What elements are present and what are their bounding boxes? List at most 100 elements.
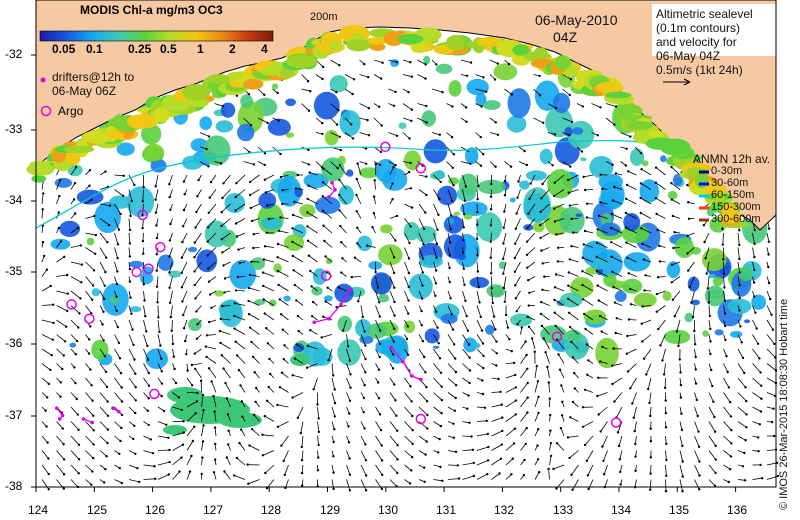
- chl-patch: [507, 88, 531, 119]
- velocity-arrow-head: [291, 227, 294, 230]
- velocity-arrow-head: [489, 208, 493, 211]
- velocity-arrow-head: [305, 366, 309, 369]
- chl-patch: [277, 175, 302, 207]
- velocity-arrow-head: [364, 443, 367, 446]
- velocity-arrow: [41, 435, 48, 443]
- velocity-arrow-head: [102, 339, 105, 342]
- velocity-arrow-head: [365, 162, 368, 165]
- velocity-arrow: [251, 218, 260, 222]
- velocity-arrow-head: [738, 309, 741, 312]
- chl-patch: [559, 206, 585, 234]
- velocity-arrow: [433, 261, 437, 271]
- velocity-arrow-head: [374, 270, 377, 274]
- velocity-arrow-head: [394, 399, 397, 402]
- velocity-arrow-head: [44, 409, 47, 412]
- chl-patch: [621, 278, 643, 294]
- velocity-arrow: [433, 218, 438, 230]
- velocity-arrow-head: [625, 147, 628, 150]
- velocity-arrow-head: [464, 299, 467, 302]
- velocity-arrow-head: [172, 355, 176, 358]
- velocity-arrow-head: [197, 178, 200, 182]
- velocity-arrow-head: [538, 94, 542, 97]
- velocity-arrow: [360, 479, 367, 491]
- velocity-arrow-head: [421, 257, 425, 260]
- velocity-arrow-head: [441, 90, 444, 94]
- velocity-arrow-head: [117, 341, 121, 345]
- velocity-arrow: [447, 363, 457, 373]
- velocity-arrow-head: [396, 429, 399, 432]
- velocity-arrow-head: [440, 398, 444, 402]
- velocity-arrow-head: [468, 381, 471, 385]
- velocity-arrow-head: [45, 425, 48, 428]
- velocity-arrow: [655, 182, 666, 190]
- velocity-arrow: [182, 232, 188, 243]
- velocity-arrow: [417, 117, 427, 123]
- velocity-arrow-head: [522, 474, 526, 477]
- velocity-arrow-head: [693, 329, 696, 333]
- velocity-arrow-head: [489, 195, 493, 198]
- velocity-arrow: [221, 355, 231, 364]
- velocity-arrow: [344, 74, 355, 80]
- velocity-arrow-head: [355, 177, 358, 181]
- velocity-arrow: [331, 392, 336, 404]
- velocity-arrow: [277, 256, 289, 263]
- velocity-arrow-head: [597, 299, 600, 302]
- drifters-note: drifters@12h to 06-May 06Z: [52, 70, 134, 98]
- velocity-arrow: [346, 348, 351, 361]
- chl-patch: [116, 142, 135, 156]
- velocity-arrow-head: [619, 470, 622, 474]
- velocity-arrow-head: [540, 197, 543, 200]
- velocity-arrow: [514, 261, 521, 272]
- velocity-arrow-head: [554, 273, 558, 276]
- velocity-arrow: [328, 348, 333, 361]
- velocity-arrow: [70, 167, 77, 176]
- velocity-arrow-head: [426, 427, 429, 430]
- altimetry-note: Altimetric sealevel (0.1m contours) and …: [656, 7, 753, 77]
- velocity-arrow: [534, 472, 540, 480]
- velocity-arrow-head: [743, 479, 747, 482]
- velocity-arrow: [41, 319, 54, 324]
- velocity-arrow-head: [202, 424, 205, 427]
- velocity-arrow-head: [62, 354, 65, 357]
- velocity-arrow-head: [367, 75, 370, 79]
- velocity-arrow: [520, 368, 528, 379]
- altimetry-note-line: Altimetric sealevel: [656, 7, 753, 21]
- velocity-arrow: [643, 348, 652, 359]
- velocity-arrow-head: [513, 256, 517, 260]
- velocity-arrow: [665, 464, 667, 476]
- velocity-arrow-head: [436, 326, 439, 329]
- velocity-arrow: [752, 261, 755, 270]
- velocity-arrow-head: [134, 399, 137, 402]
- argo-floats: [66, 141, 622, 428]
- velocity-arrow-head: [134, 386, 137, 389]
- chl-patch: [380, 224, 393, 234]
- velocity-arrow-head: [679, 396, 683, 399]
- velocity-arrow: [562, 88, 571, 96]
- velocity-arrow-head: [658, 260, 662, 263]
- velocity-arrow-head: [581, 283, 584, 287]
- velocity-arrow: [375, 464, 383, 476]
- velocity-arrow: [330, 103, 339, 111]
- velocity-arrow-head: [332, 440, 335, 444]
- velocity-arrow-head: [721, 227, 724, 231]
- velocity-arrow: [462, 377, 470, 384]
- velocity-arrow: [85, 199, 92, 205]
- chl-patch: [203, 135, 231, 166]
- x-axis-label: 132: [494, 503, 515, 517]
- velocity-arrow-head: [438, 357, 442, 360]
- velocity-arrow: [671, 276, 681, 283]
- altimetry-note-line: 06-May 04Z: [656, 49, 721, 63]
- velocity-arrow-head: [188, 470, 192, 473]
- velocity-arrow-head: [472, 474, 476, 478]
- velocity-arrow: [339, 165, 347, 176]
- altimetry-note-line: 0.5m/s (1kt 24h): [656, 63, 743, 77]
- velocity-arrow-head: [220, 238, 223, 241]
- velocity-arrow: [418, 450, 426, 455]
- chl-patch: [187, 246, 198, 253]
- chl-patch: [738, 266, 753, 281]
- velocity-arrow: [219, 330, 231, 335]
- velocity-arrow: [766, 392, 776, 397]
- velocity-arrow-head: [293, 357, 297, 360]
- velocity-arrow-head: [321, 77, 324, 81]
- velocity-arrow-head: [541, 288, 544, 291]
